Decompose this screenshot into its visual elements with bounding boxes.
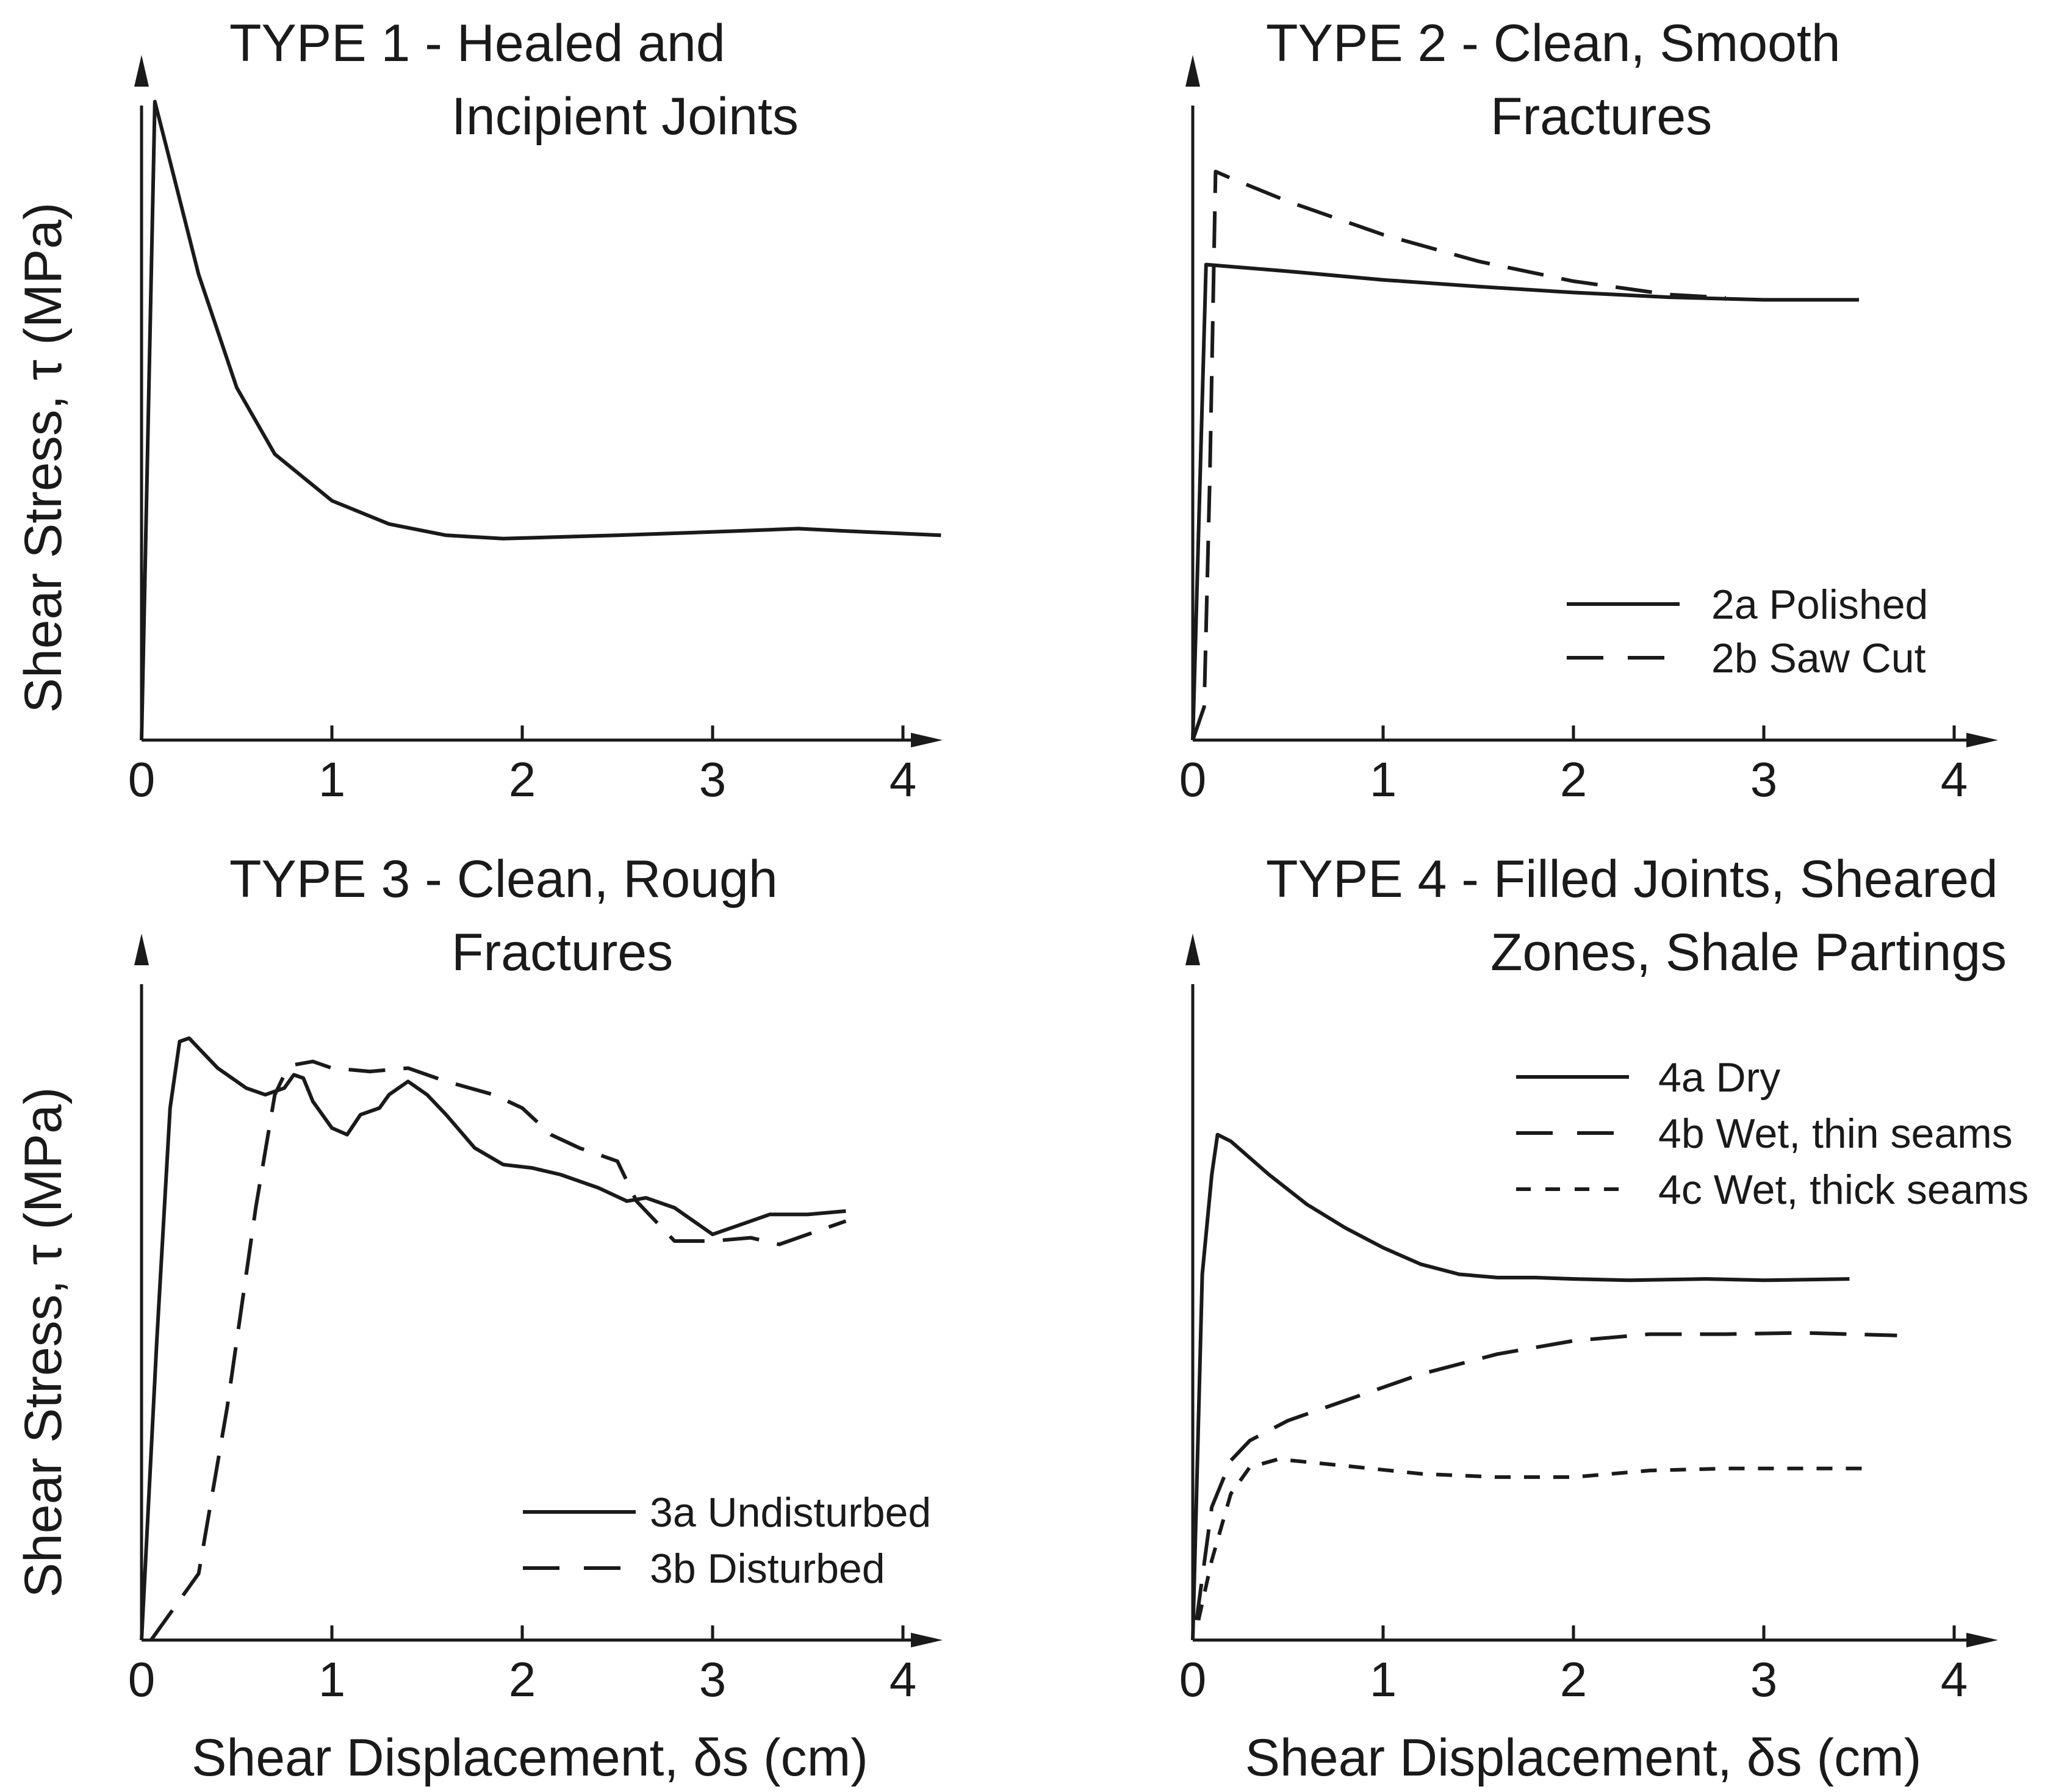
series-line-2 [1195, 1331, 1897, 1621]
x-tick-label: 1 [1370, 752, 1397, 807]
legend-label-1: 4a Dry [1658, 1054, 1780, 1101]
series-line-2 [1191, 170, 1726, 741]
x-axis-arrow [1966, 733, 1998, 747]
x-tick-label: 3 [699, 752, 727, 807]
x-tick-label: 0 [128, 1652, 156, 1707]
x-axis-label: Shear Displacement, δs (cm) [1245, 1729, 1922, 1787]
y-axis-arrow [134, 934, 149, 965]
x-axis-arrow [911, 733, 943, 747]
chart-title-line1: TYPE 3 - Clean, Rough [229, 850, 778, 909]
series-line-1 [140, 1036, 846, 1641]
x-tick-label: 1 [1370, 1652, 1397, 1707]
legend: 2a Polished 2b Saw Cut [1567, 581, 1928, 682]
x-tick-label: 3 [1750, 1652, 1778, 1707]
y-axis-label: Shear Stress, τ (MPa) [14, 1087, 73, 1598]
chart-title-line1: TYPE 4 - Filled Joints, Sheared [1266, 850, 1998, 909]
x-tick-label: 1 [318, 752, 346, 807]
chart-title-line1: TYPE 2 - Clean, Smooth [1266, 14, 1841, 73]
x-tick-label: 3 [699, 1652, 727, 1707]
legend-label-2: 3b Disturbed [650, 1546, 885, 1592]
series-line-2 [149, 1059, 847, 1641]
y-axis-arrow [134, 55, 149, 87]
x-tick-label: 4 [1941, 1652, 1968, 1707]
chart-panel-2: TYPE 2 - Clean, Smooth Fractures 0 1 2 3 4 2a P… [1179, 14, 1998, 807]
legend-label-3: 4c Wet, thick seams [1658, 1167, 2029, 1213]
x-tick-label: 1 [318, 1652, 346, 1707]
x-tick-label: 2 [509, 752, 536, 807]
x-tick-label: 4 [1941, 752, 1968, 807]
x-tick-label: 3 [1750, 752, 1778, 807]
x-axis-arrow [911, 1633, 943, 1647]
chart-title-line2: Incipient Joints [451, 87, 799, 146]
chart-panel-1: TYPE 1 - Healed and Incipient Joints 0 1 2 3 4… [14, 14, 943, 807]
y-axis-label: Shear Stress, τ (MPa) [14, 203, 73, 713]
chart-title-line1: TYPE 1 - Healed and [229, 14, 725, 73]
y-axis-arrow [1185, 55, 1200, 87]
legend-label-2: 4b Wet, thin seams [1658, 1110, 2013, 1157]
chart-title-line2: Fractures [1490, 87, 1712, 146]
x-tick-label: 4 [890, 752, 917, 807]
x-tick-label: 0 [128, 752, 156, 807]
x-tick-label: 0 [1179, 752, 1207, 807]
chart-panel-4: TYPE 4 - Filled Joints, Sheared Zones, Sh… [1179, 850, 2029, 1787]
legend-label-2: 2b Saw Cut [1711, 635, 1926, 682]
series-line-1 [140, 99, 941, 741]
x-tick-label: 2 [1560, 752, 1587, 807]
series-line-1 [1191, 262, 1859, 741]
x-tick-label: 2 [1560, 1652, 1587, 1707]
legend: 3a Undisturbed 3b Disturbed [523, 1489, 931, 1592]
legend-label-1: 2a Polished [1711, 581, 1928, 628]
x-tick-label: 2 [509, 1652, 536, 1707]
chart-panel-3: TYPE 3 - Clean, Rough Fractures 0 1 2 3 4 Shear… [14, 850, 943, 1787]
x-tick-label: 0 [1179, 1652, 1207, 1707]
x-axis-label: Shear Displacement, δs (cm) [192, 1729, 868, 1787]
series-line-3 [1196, 1457, 1869, 1621]
x-axis-arrow [1966, 1633, 1998, 1647]
series-line-1 [1191, 1132, 1850, 1641]
legend-label-1: 3a Undisturbed [650, 1489, 931, 1536]
chart-title-line2: Fractures [451, 923, 673, 982]
y-axis-arrow [1185, 934, 1200, 965]
chart-title-line2: Zones, Shale Partings [1490, 923, 2007, 982]
legend: 4a Dry 4b Wet, thin seams 4c Wet, thick se… [1516, 1054, 2029, 1213]
x-tick-label: 4 [890, 1652, 917, 1707]
